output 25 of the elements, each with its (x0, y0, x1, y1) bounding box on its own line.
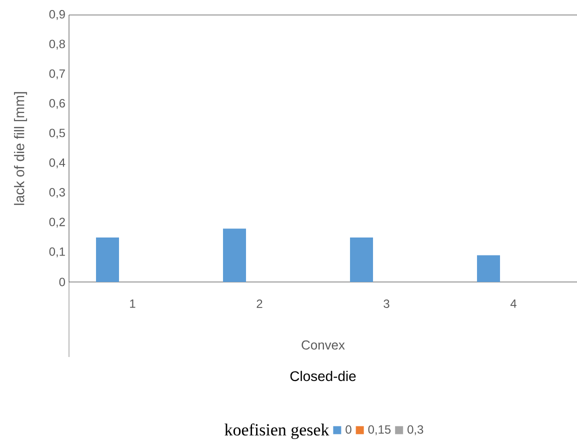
y-axis-title: lack of die fill [mm] (14, 92, 28, 205)
x-tick-label: 1 (130, 300, 136, 308)
legend-title: koefisien gesek (224, 423, 330, 440)
x-tick-label: 4 (510, 300, 516, 308)
y-tick-label: 0,9 (49, 10, 65, 20)
legend-label: 0,15 (368, 425, 391, 436)
text: Convex (302, 340, 345, 350)
y-tick-label: 0,1 (49, 247, 65, 258)
x-tick-label: 2 (256, 300, 262, 308)
y-tick-label: 0,3 (49, 188, 65, 198)
x-tick-label: 3 (384, 300, 390, 308)
y-tick-label: 0,5 (49, 128, 65, 139)
bar (477, 255, 500, 282)
bar (96, 237, 120, 282)
x-axis-title: Closed-die (290, 370, 356, 382)
y-tick-label: 0 (59, 278, 66, 286)
y-tick-label: 0,7 (49, 69, 65, 80)
bar (223, 228, 246, 282)
bar (350, 237, 374, 282)
y-tick-label: 0,8 (49, 40, 65, 50)
y-tick-label: 0,6 (49, 99, 65, 109)
y-tick-label: 0,4 (49, 158, 66, 168)
y-tick-label: 0,2 (49, 218, 65, 228)
legend-label: 0,3 (408, 425, 424, 436)
legend-label: 0 (346, 425, 352, 434)
